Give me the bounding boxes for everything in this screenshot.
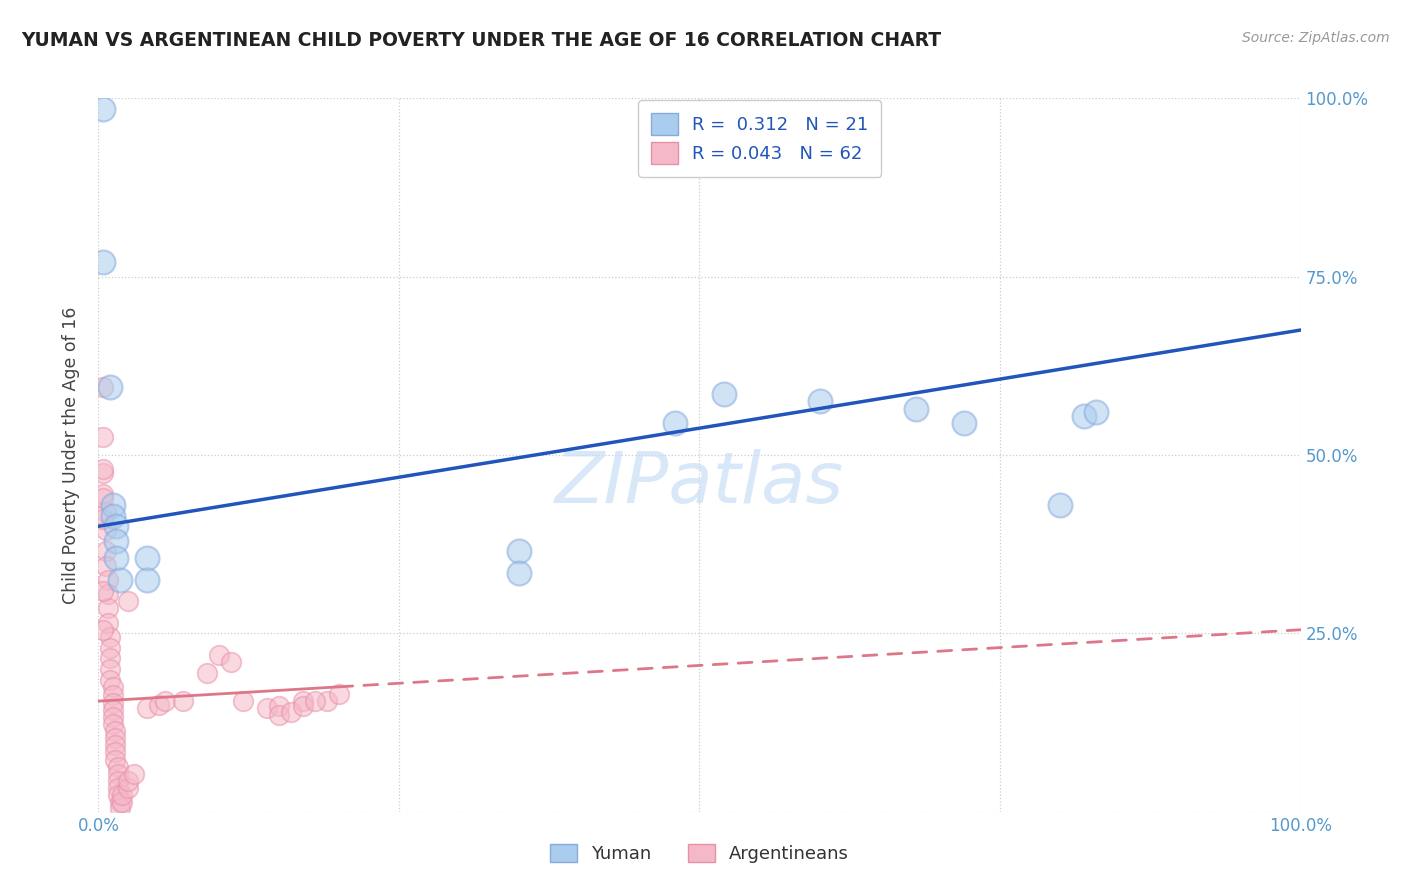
Point	[135, 551, 157, 566]
Point	[117, 781, 139, 796]
Point	[97, 601, 120, 615]
Point	[111, 796, 134, 810]
Point	[117, 774, 139, 789]
Point	[100, 380, 122, 394]
Point	[91, 512, 114, 526]
Point	[107, 789, 129, 803]
Point	[91, 462, 114, 476]
Point	[267, 708, 290, 723]
Point	[101, 680, 124, 694]
Point	[107, 781, 129, 796]
Point	[91, 623, 114, 637]
Point	[117, 594, 139, 608]
Point	[101, 717, 124, 731]
Point	[153, 694, 176, 708]
Point	[111, 789, 134, 803]
Point	[808, 394, 831, 409]
Point	[107, 767, 129, 781]
Point	[101, 689, 124, 703]
Point	[91, 466, 114, 480]
Point	[97, 615, 120, 630]
Point	[108, 796, 131, 810]
Text: YUMAN VS ARGENTINEAN CHILD POVERTY UNDER THE AGE OF 16 CORRELATION CHART: YUMAN VS ARGENTINEAN CHILD POVERTY UNDER…	[21, 31, 941, 50]
Point	[100, 640, 122, 655]
Point	[91, 430, 114, 444]
Point	[953, 416, 976, 430]
Point	[104, 753, 127, 767]
Point	[107, 774, 129, 789]
Text: Source: ZipAtlas.com: Source: ZipAtlas.com	[1241, 31, 1389, 45]
Point	[219, 655, 242, 669]
Point	[101, 710, 124, 724]
Point	[91, 255, 114, 269]
Point	[1073, 409, 1095, 423]
Point	[101, 703, 124, 717]
Point	[104, 746, 127, 760]
Point	[135, 573, 157, 587]
Point	[105, 533, 128, 548]
Point	[101, 696, 124, 710]
Point	[135, 701, 157, 715]
Point	[100, 662, 122, 676]
Point	[100, 630, 122, 644]
Point	[1049, 498, 1071, 512]
Point	[100, 651, 122, 665]
Point	[232, 694, 254, 708]
Point	[256, 701, 278, 715]
Point	[97, 587, 120, 601]
Point	[91, 583, 114, 598]
Y-axis label: Child Poverty Under the Age of 16: Child Poverty Under the Age of 16	[62, 306, 80, 604]
Point	[291, 694, 314, 708]
Point	[97, 573, 120, 587]
Legend: Yuman, Argentineans: Yuman, Argentineans	[543, 837, 856, 871]
Point	[91, 487, 114, 501]
Point	[304, 694, 326, 708]
Point	[107, 760, 129, 774]
Point	[664, 416, 686, 430]
Point	[508, 544, 530, 558]
Point	[1085, 405, 1108, 419]
Point	[315, 694, 337, 708]
Point	[105, 519, 128, 533]
Point	[100, 673, 122, 687]
Point	[713, 387, 735, 401]
Point	[124, 767, 146, 781]
Point	[208, 648, 231, 662]
Point	[291, 699, 314, 714]
Point	[101, 498, 124, 512]
Point	[94, 544, 117, 558]
Text: ZIPatlas: ZIPatlas	[555, 449, 844, 518]
Point	[91, 380, 114, 394]
Point	[91, 102, 114, 116]
Point	[267, 699, 290, 714]
Point	[91, 491, 114, 505]
Point	[104, 731, 127, 746]
Point	[172, 694, 194, 708]
Point	[195, 665, 218, 680]
Point	[104, 739, 127, 753]
Point	[94, 523, 117, 537]
Point	[94, 558, 117, 573]
Point	[148, 698, 170, 712]
Point	[508, 566, 530, 580]
Point	[108, 801, 131, 815]
Point	[108, 573, 131, 587]
Point	[328, 687, 350, 701]
Point	[105, 551, 128, 566]
Point	[101, 508, 124, 523]
Point	[904, 401, 927, 416]
Point	[104, 724, 127, 739]
Point	[94, 505, 117, 519]
Point	[280, 705, 302, 719]
